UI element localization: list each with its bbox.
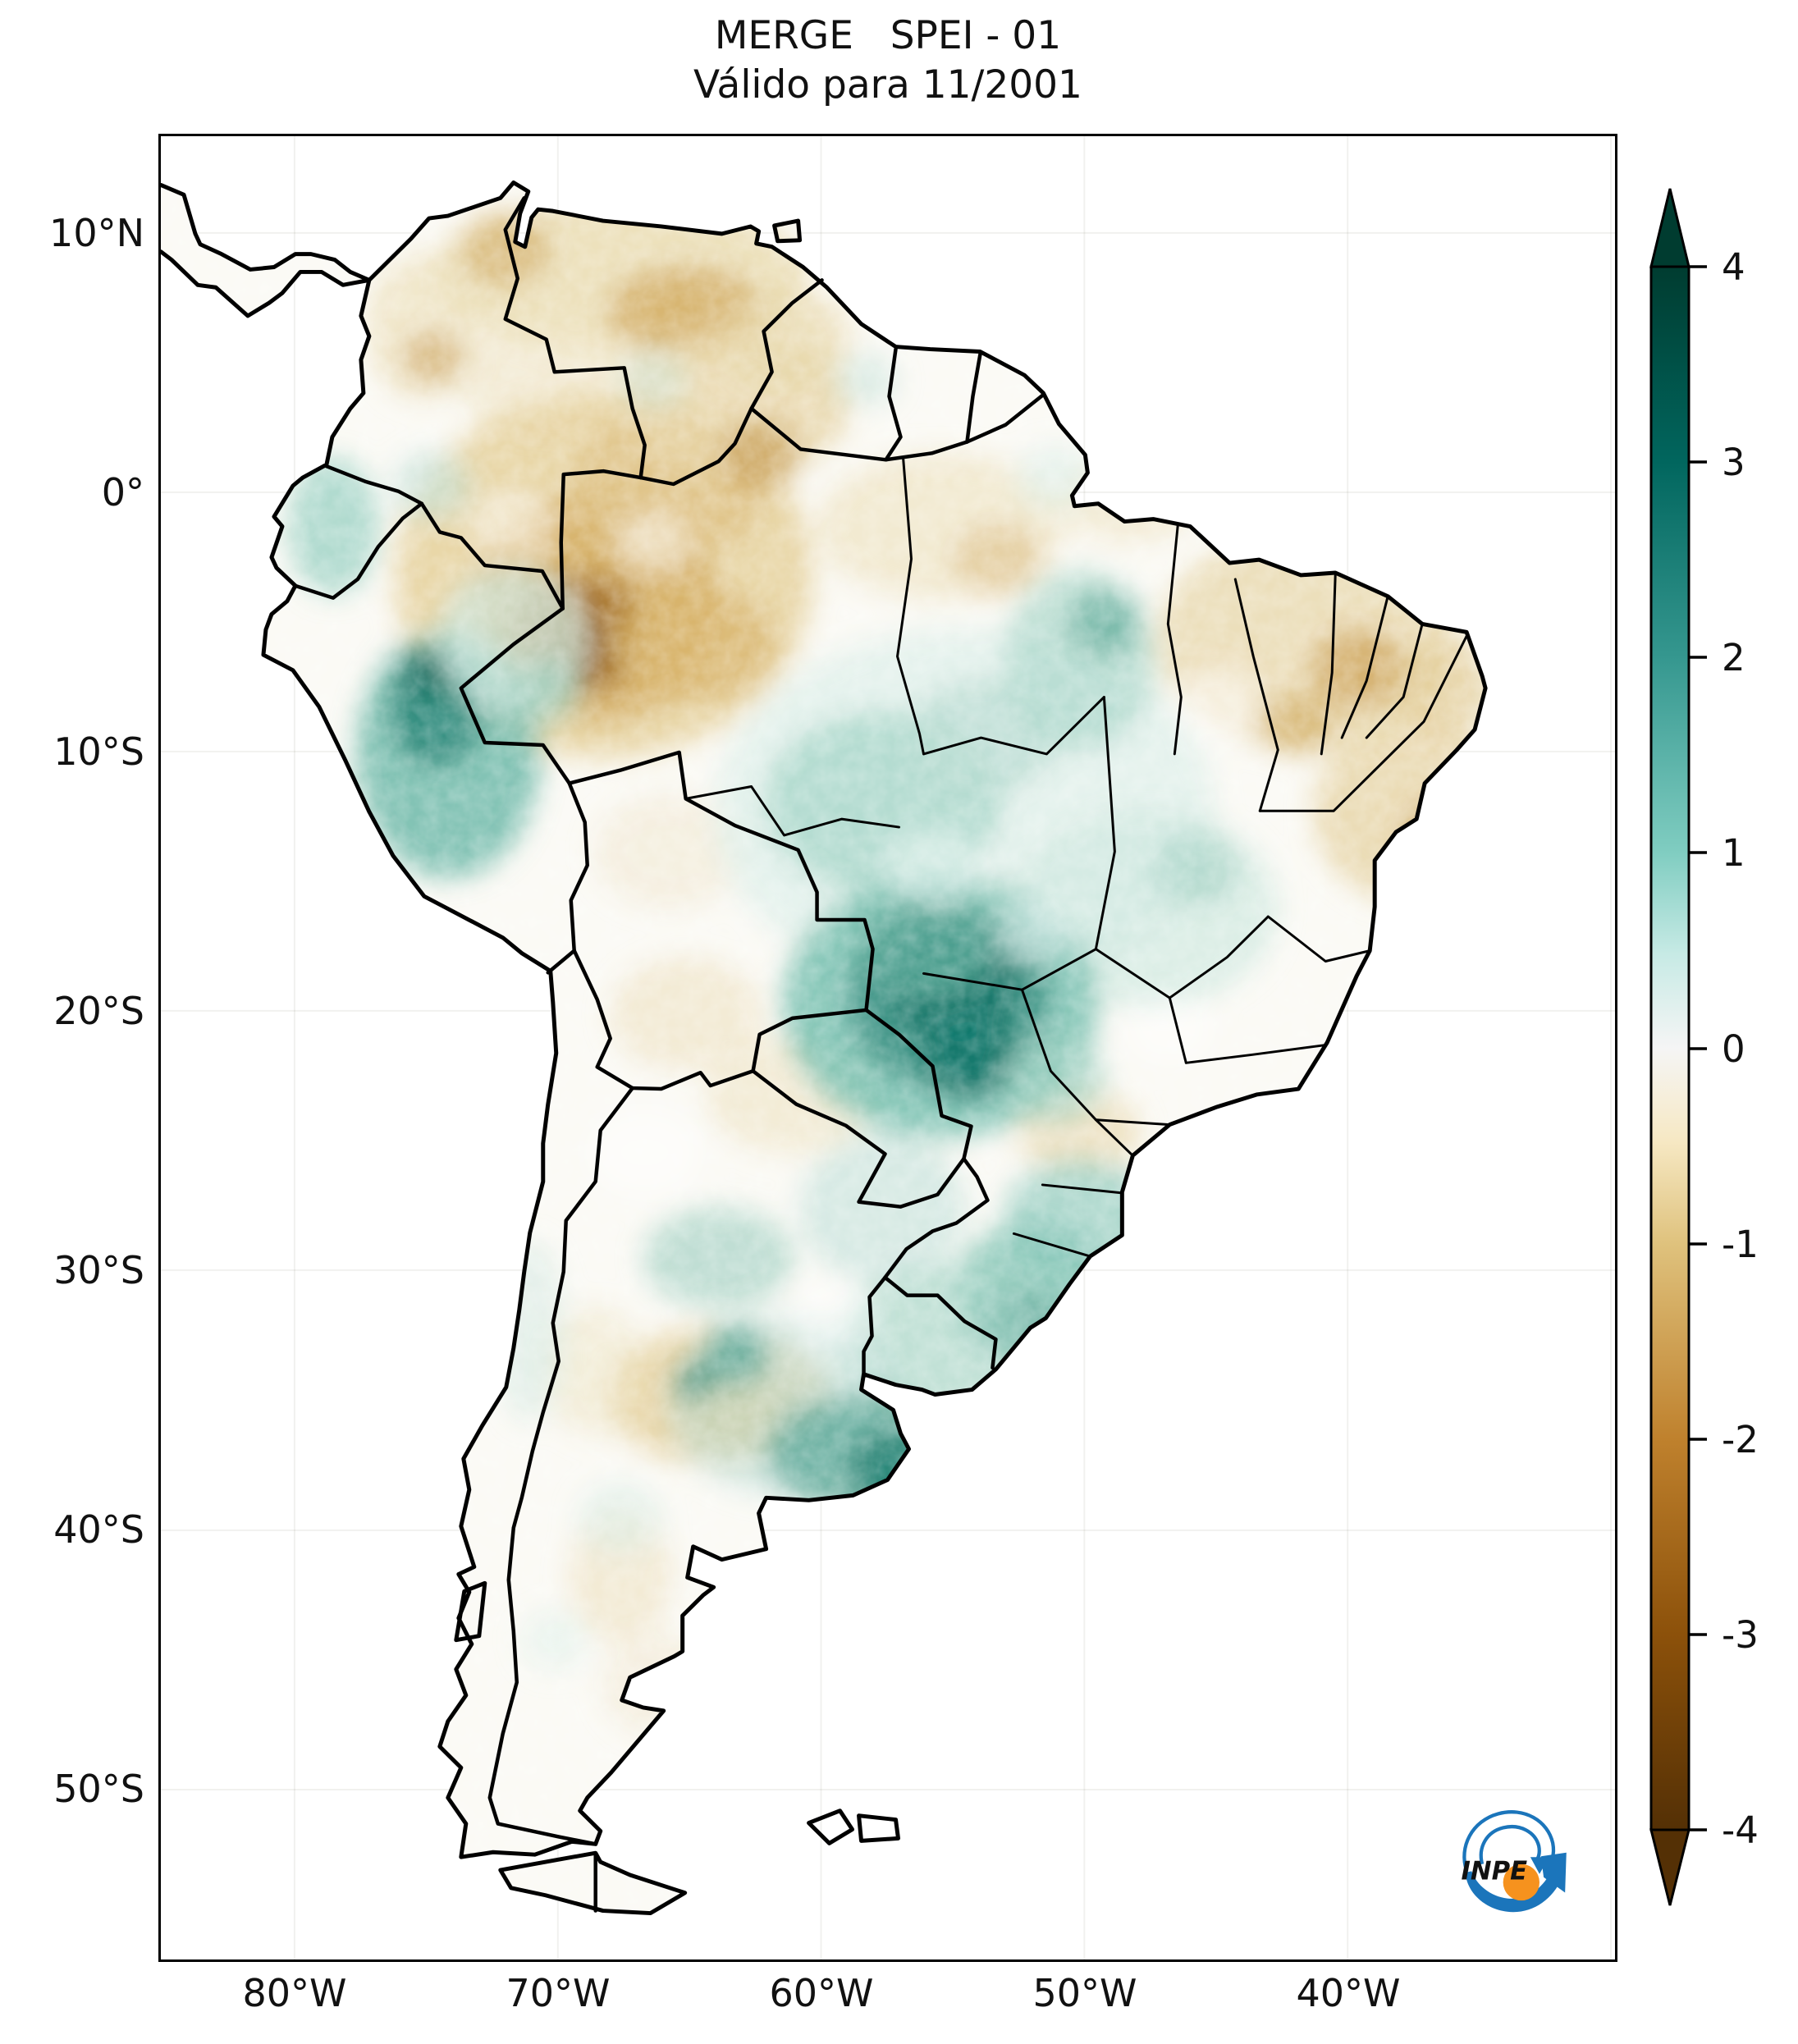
cbar-tick-4: 4 bbox=[1722, 245, 1745, 289]
cbar-tick-0: 0 bbox=[1722, 1027, 1745, 1071]
state-borders bbox=[684, 455, 1468, 1258]
colorbar-ticks bbox=[1689, 265, 1707, 1831]
colorbar-arrow-bottom bbox=[1649, 1828, 1690, 1906]
page-subtitle: Válido para 11/2001 bbox=[693, 62, 1082, 108]
inpe-logo: INPE bbox=[1461, 1810, 1567, 1913]
spei-field bbox=[161, 182, 1486, 1914]
lat-tick-10s: 10°S bbox=[53, 729, 144, 774]
lon-tick-40w: 40°W bbox=[1296, 1971, 1401, 2015]
lat-tick-0: 0° bbox=[101, 470, 144, 514]
coastline bbox=[161, 180, 1488, 1916]
cbar-tick-neg4: -4 bbox=[1722, 1809, 1759, 1852]
cbar-tick-neg3: -3 bbox=[1722, 1613, 1759, 1657]
lon-tick-80w: 80°W bbox=[242, 1971, 347, 2015]
lat-tick-20s: 20°S bbox=[53, 989, 144, 1033]
country-borders bbox=[293, 196, 1045, 1913]
lat-tick-30s: 30°S bbox=[53, 1248, 144, 1292]
lon-tick-60w: 60°W bbox=[769, 1971, 874, 2015]
inpe-orange-dot bbox=[1503, 1863, 1540, 1901]
cbar-tick-neg2: -2 bbox=[1722, 1418, 1759, 1461]
cbar-tick-1: 1 bbox=[1722, 831, 1745, 875]
colorbar-gradient bbox=[1649, 265, 1690, 1831]
lat-tick-50s: 50°S bbox=[53, 1767, 144, 1811]
lon-tick-70w: 70°W bbox=[506, 1971, 611, 2015]
map-plot-area bbox=[158, 134, 1617, 1962]
map-canvas bbox=[161, 136, 1615, 1959]
cbar-tick-neg1: -1 bbox=[1722, 1223, 1759, 1266]
colorbar-arrow-top bbox=[1649, 188, 1690, 268]
title-block: MERGE SPEI - 01 Válido para 11/2001 bbox=[161, 11, 1615, 110]
colorbar: 4 3 2 1 0 -1 -2 -3 -4 bbox=[1649, 188, 1759, 1906]
inpe-logo-text: INPE bbox=[1461, 1858, 1527, 1886]
lat-tick-10n: 10°N bbox=[49, 211, 144, 255]
page-title: MERGE SPEI - 01 bbox=[714, 13, 1062, 58]
inpe-swoosh-icon bbox=[1462, 1810, 1567, 1913]
lon-tick-50w: 50°W bbox=[1032, 1971, 1137, 2015]
lat-tick-40s: 40°S bbox=[53, 1507, 144, 1552]
cbar-tick-3: 3 bbox=[1722, 441, 1745, 484]
cbar-tick-2: 2 bbox=[1722, 636, 1745, 679]
